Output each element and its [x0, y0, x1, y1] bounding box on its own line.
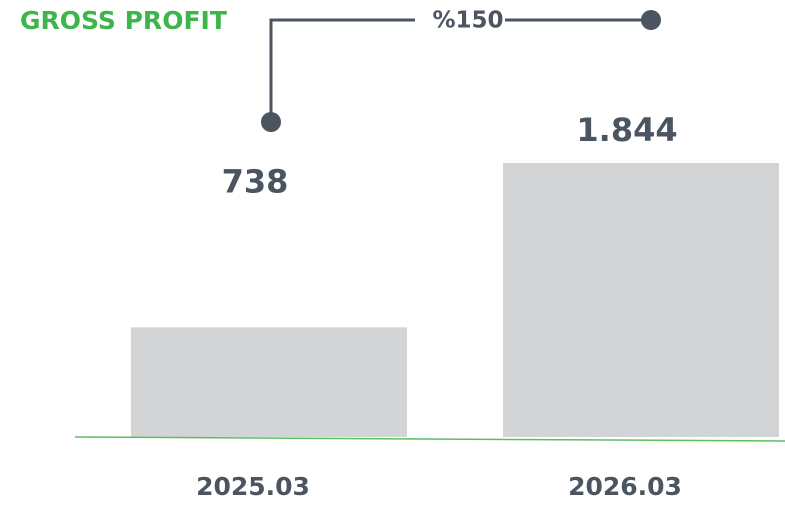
- connector: [269, 18, 415, 122]
- connector-dot: [261, 112, 281, 132]
- value-label: 738: [222, 162, 289, 200]
- value-label: 1.844: [576, 111, 677, 149]
- annotation: %150: [432, 8, 503, 34]
- x-tick-label: 2025.03: [196, 472, 310, 501]
- baseline: [74, 436, 785, 442]
- chart-title: GROSS PROFIT: [20, 6, 227, 35]
- connector-dot: [641, 10, 661, 30]
- x-tick-label: 2026.03: [568, 472, 682, 501]
- bar: [131, 327, 407, 437]
- bar: [503, 163, 779, 437]
